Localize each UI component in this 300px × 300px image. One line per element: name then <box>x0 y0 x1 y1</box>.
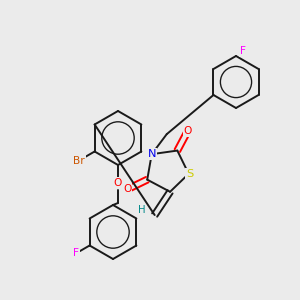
Text: Br: Br <box>73 155 85 166</box>
Text: O: O <box>184 126 192 136</box>
Text: F: F <box>73 248 79 259</box>
Text: H: H <box>138 205 146 215</box>
Text: O: O <box>123 184 132 194</box>
Text: S: S <box>186 169 193 179</box>
Text: F: F <box>240 46 246 56</box>
Text: N: N <box>148 149 156 159</box>
Text: O: O <box>114 178 122 188</box>
